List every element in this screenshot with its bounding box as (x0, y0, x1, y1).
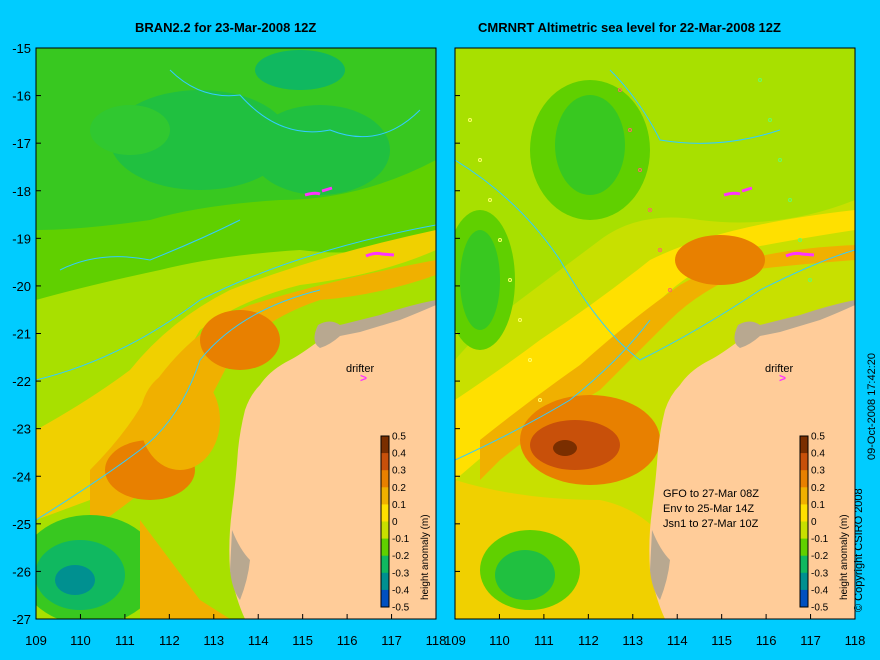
left-x-tick-label: 115 (292, 633, 313, 648)
colorbar-tick-label: -0.5 (811, 603, 829, 614)
y-tick-label: -19 (12, 231, 31, 246)
left-x-tick-label: 113 (203, 633, 224, 648)
colorbar-segment (381, 470, 389, 488)
colorbar-tick-label: -0.4 (811, 585, 829, 596)
colorbar-tick-label: -0.3 (811, 568, 829, 579)
right-x-tick-label: 112 (578, 633, 599, 648)
colorbar-segment (800, 487, 808, 505)
left-x-tick-label: 109 (25, 633, 47, 648)
y-tick-label: -22 (12, 374, 31, 389)
right-panel-title: CMRNRT Altimetric sea level for 22-Mar-2… (478, 20, 781, 35)
right-drifter-marker: > (779, 371, 787, 385)
colorbar-tick-label: 0.5 (811, 432, 825, 443)
timestamp-text: 09-Oct-2008 17:42:20 (866, 352, 878, 460)
colorbar-segment (381, 538, 389, 557)
right-x-tick-label: 117 (800, 633, 821, 648)
y-tick-label: -25 (12, 517, 31, 532)
left-x-tick-label: 110 (70, 633, 91, 648)
colorbar-tick-label: 0.3 (811, 466, 825, 477)
left-map[interactable] (20, 48, 436, 625)
colorbar-tick-label: 0 (811, 517, 817, 528)
left-x-tick-label: 114 (248, 633, 269, 648)
y-tick-label: -20 (12, 279, 31, 294)
copyright-text: © Copyright CSIRO 2008 (853, 488, 865, 612)
y-tick-label: -18 (12, 184, 31, 199)
colorbar-tick-label: 0.5 (392, 432, 406, 443)
left-drifter-label: drifter (346, 363, 375, 375)
colorbar-tick-label: 0.4 (392, 449, 406, 460)
left-x-tick-label: 116 (337, 633, 358, 648)
right-x-tick-label: 116 (756, 633, 777, 648)
y-tick-label: -17 (12, 136, 31, 151)
right-x-tick-label: 111 (534, 633, 554, 648)
y-tick-label: -21 (12, 327, 31, 342)
colorbar-segment (800, 470, 808, 488)
colorbar-tick-label: -0.3 (392, 568, 410, 579)
left-x-tick-label: 117 (381, 633, 402, 648)
colorbar-segment (800, 538, 808, 557)
y-tick-label: -23 (12, 422, 31, 437)
colorbar-tick-label: 0 (392, 517, 398, 528)
colorbar-frame (799, 435, 809, 608)
colorbar-tick-label: -0.4 (392, 585, 410, 596)
left-colorbar-label: height anomaly (m) (420, 514, 431, 600)
colorbar-tick-label: 0.4 (811, 449, 825, 460)
y-tick-label: -16 (12, 89, 31, 104)
satellite-note-jsn1: Jsn1 to 27-Mar 10Z (663, 518, 759, 530)
left-x-tick-label: 118 (426, 633, 447, 648)
colorbar-segment (800, 504, 808, 522)
right-x-tick-label: 115 (711, 633, 732, 648)
right-x-tick-label: 118 (845, 633, 866, 648)
satellite-note-gfo: GFO to 27-Mar 08Z (663, 488, 759, 500)
left-x-tick-label: 111 (115, 633, 135, 648)
left-colorbar: 0.5 0.4 0.3 0.2 0.1 0 -0.1 -0.2 -0.3 -0.4 -0.5 (380, 432, 410, 614)
y-tick-label: -26 (12, 564, 31, 579)
colorbar-segment (800, 453, 808, 471)
right-colorbar-label: height anomaly (m) (839, 514, 850, 600)
colorbar-tick-label: 0.1 (392, 500, 406, 511)
colorbar-tick-label: -0.1 (811, 534, 829, 545)
satellite-note-env: Env to 25-Mar 14Z (663, 503, 755, 515)
colorbar-tick-label: 0.2 (392, 483, 406, 494)
colorbar-segment (800, 436, 808, 454)
colorbar-tick-label: -0.2 (811, 551, 829, 562)
left-drifter-marker: > (360, 371, 368, 385)
colorbar-segment (381, 504, 389, 522)
colorbar-tick-label: 0.3 (392, 466, 406, 477)
colorbar-segment (381, 572, 389, 591)
right-map[interactable] (445, 48, 855, 619)
colorbar-segment (800, 589, 808, 608)
right-x-tick-label: 109 (444, 633, 466, 648)
colorbar-frame (380, 435, 390, 608)
colorbar-tick-label: 0.1 (811, 500, 825, 511)
colorbar-segment (381, 453, 389, 471)
left-x-tick-label: 112 (159, 633, 180, 648)
colorbar-segment (800, 521, 808, 540)
colorbar-tick-label: -0.1 (392, 534, 410, 545)
colorbar-tick-label: 0.2 (811, 483, 825, 494)
colorbar-segment (800, 555, 808, 574)
colorbar-segment (381, 436, 389, 454)
y-tick-label: -24 (12, 469, 31, 484)
y-tick-label: -27 (12, 612, 31, 627)
colorbar-segment (381, 589, 389, 608)
right-x-tick-label: 114 (667, 633, 688, 648)
colorbar-segment (381, 521, 389, 540)
y-tick-label: -15 (12, 41, 31, 56)
right-colorbar: 0.5 0.4 0.3 0.2 0.1 0 -0.1 -0.2 -0.3 -0.4 -0.5 (799, 432, 829, 614)
right-drifter-label: drifter (765, 363, 794, 375)
colorbar-segment (381, 487, 389, 505)
colorbar-segment (800, 572, 808, 591)
colorbar-tick-label: -0.2 (392, 551, 410, 562)
right-x-tick-label: 113 (622, 633, 643, 648)
left-panel-title: BRAN2.2 for 23-Mar-2008 12Z (135, 20, 317, 35)
colorbar-tick-label: -0.5 (392, 603, 410, 614)
right-x-tick-label: 110 (489, 633, 510, 648)
colorbar-segment (381, 555, 389, 574)
